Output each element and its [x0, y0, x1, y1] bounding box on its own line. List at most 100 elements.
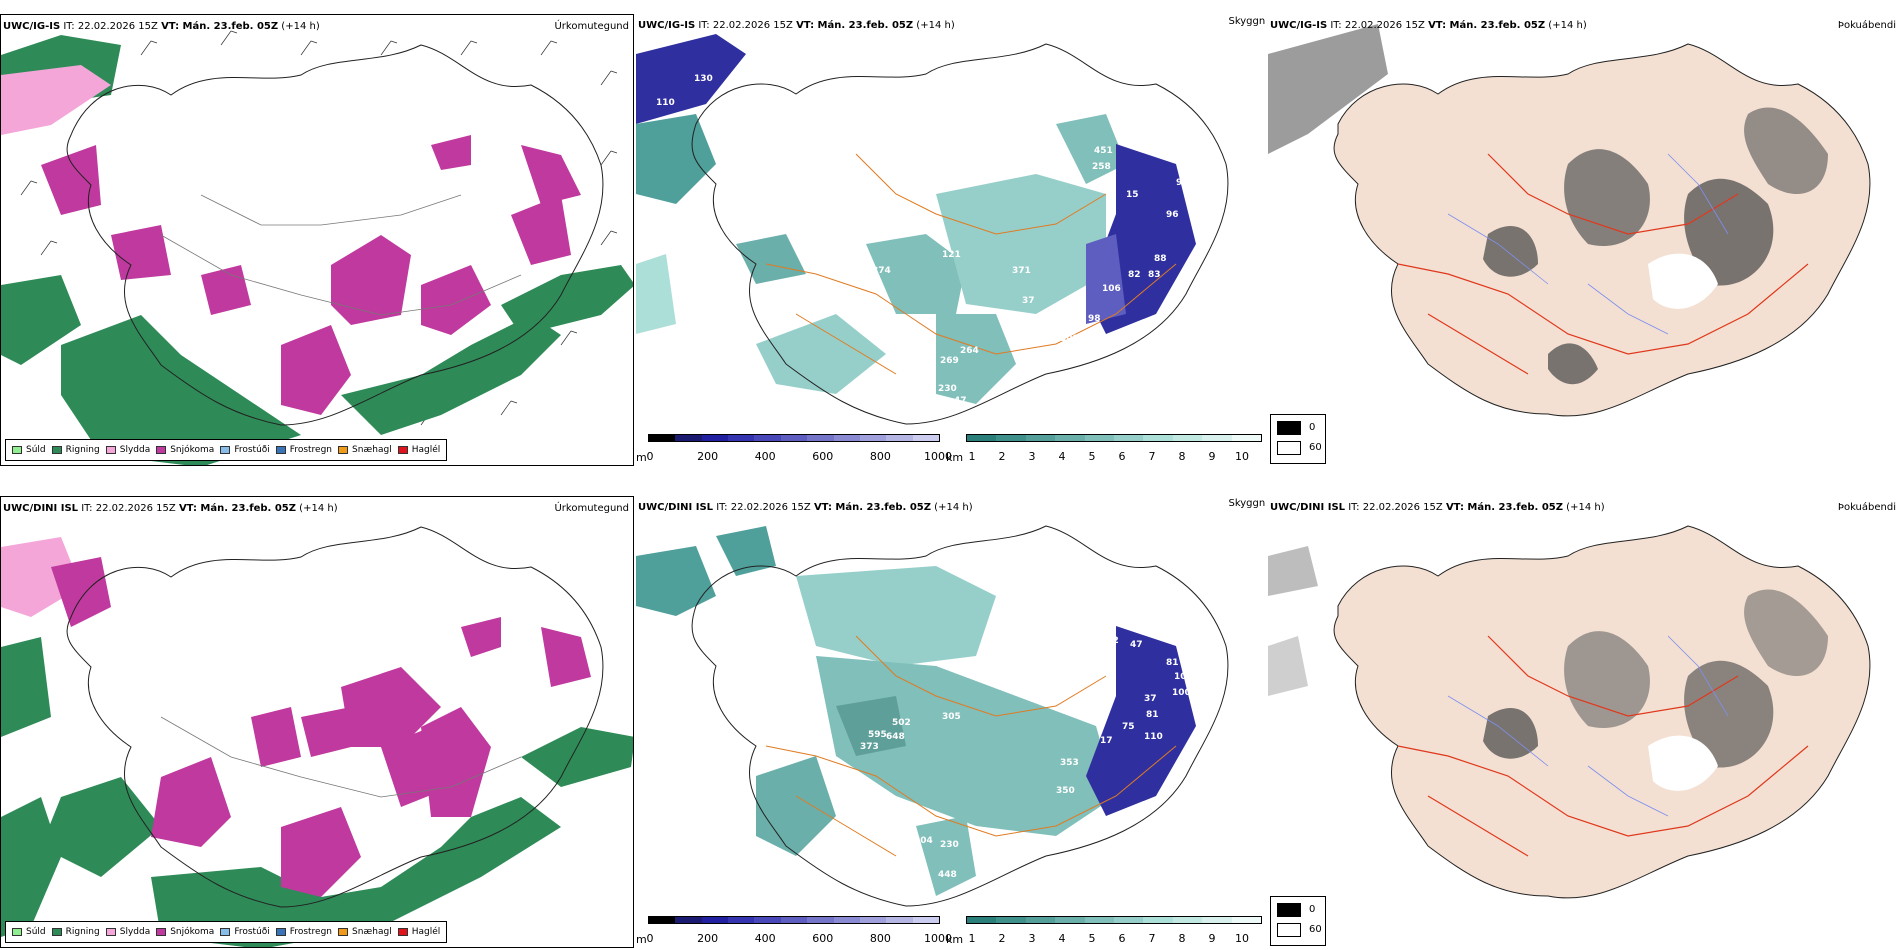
legend-item: Súld — [12, 927, 46, 937]
colorbar-segment — [1055, 917, 1085, 923]
iceland-fog-map-row1 — [1268, 24, 1871, 417]
fog-legend-swatch — [1277, 923, 1301, 937]
iceland-coastline — [691, 43, 1229, 425]
legend-label: Slydda — [119, 927, 151, 937]
iceland-coastline — [66, 44, 604, 426]
vis-label: 130 — [694, 74, 713, 84]
roads — [1397, 153, 1809, 375]
vis-label: 47 — [1130, 640, 1143, 650]
colorbar-tick-label: 600 — [812, 450, 834, 463]
legend-item: Frostregn — [275, 927, 333, 937]
legend-swatch — [397, 446, 408, 454]
visibility-labels: 130 110 451 258 15 90 96 374 121 371 88 … — [636, 14, 1266, 426]
colorbar-tick-label: 800 — [869, 450, 891, 463]
panel-title: UWC/DINI ISL IT: 22.02.2026 15Z VT: Mán.… — [638, 502, 973, 513]
run-time: IT: 22.02.2026 15Z — [81, 503, 176, 514]
vis-label: 17 — [1188, 638, 1201, 648]
colorbar-tick-label: 8 — [1178, 932, 1186, 945]
colorbar-tick-label: 7 — [1148, 932, 1156, 945]
colorbar-segment — [1172, 435, 1203, 441]
colorbar-segment — [1143, 435, 1173, 441]
colorbar-tick-label: 1 — [968, 932, 976, 945]
colorbar-segment — [1114, 435, 1144, 441]
visibility-colorbar: km 1 2 3 4 5 6 7 8 9 10 — [946, 914, 1264, 948]
valid-time: VT: Mán. 23.feb. 05Z — [813, 502, 931, 513]
iceland-precip-map-row2 — [1, 526, 633, 947]
vis-label: 88 — [1154, 254, 1167, 264]
legend-label: Snæhagl — [352, 445, 392, 455]
vis-label: 17 — [1100, 736, 1113, 746]
colorbar-segment — [675, 917, 702, 923]
run-time: IT: 22.02.2026 15Z — [63, 21, 158, 32]
field-name: Skyggni — [1228, 16, 1266, 27]
legend-label: Haglél — [411, 927, 441, 937]
visibility-labels: 16 372 202 47 17 81 104 100 37 81 75 110… — [636, 496, 1266, 908]
iceland-visibility-map-row2 — [636, 525, 1229, 907]
legend-label: Snjókoma — [170, 927, 215, 937]
roads — [765, 635, 1177, 857]
legend-swatch — [338, 446, 349, 454]
colorbar-segment — [1114, 917, 1144, 923]
height-unit: m — [636, 933, 647, 946]
colorbar-tick-label: 0 — [646, 450, 654, 463]
field-name: Úrkomutegund — [554, 503, 629, 514]
visibility-colorbar-strip — [966, 916, 1262, 924]
lead-time: (+14 h) — [1548, 20, 1587, 31]
legend-item: Haglél — [397, 927, 441, 937]
visibility-ticks: 1 2 3 4 5 6 7 8 9 10 — [969, 450, 1250, 464]
run-time: IT: 22.02.2026 15Z — [716, 502, 811, 513]
colorbar-segment — [912, 435, 939, 441]
colorbar-segment — [1202, 917, 1232, 923]
field-name: Skyggni — [1228, 498, 1266, 509]
colorbar-tick-label: 9 — [1208, 450, 1216, 463]
vis-label: 353 — [1060, 758, 1079, 768]
colorbar-segment — [1143, 917, 1173, 923]
legend-swatch — [275, 446, 286, 454]
colorbar-segment — [859, 917, 887, 923]
vis-label: 202 — [1100, 636, 1119, 646]
legend-swatch — [12, 446, 22, 454]
vis-label: 81 — [1166, 658, 1179, 668]
vis-label: 308 — [1060, 334, 1079, 344]
model-name: UWC/DINI ISL — [3, 503, 79, 514]
model-name: UWC/DINI ISL — [638, 502, 714, 513]
visibility-unit: km — [946, 933, 964, 946]
legend-item: Snæhagl — [338, 927, 392, 937]
legend-label: Frostregn — [289, 927, 333, 937]
fog-legend-label: 60 — [1309, 442, 1322, 453]
colorbar-tick-label: 4 — [1058, 932, 1066, 945]
legend-item: Slydda — [105, 927, 151, 937]
colorbar-segment — [728, 917, 755, 923]
valid-time: VT: Mán. 23.feb. 05Z — [1445, 502, 1563, 513]
vis-label: 121 — [942, 250, 961, 260]
colorbar-tick-label: 1000 — [924, 932, 952, 945]
legend-swatch — [338, 928, 349, 936]
iceland-precip-map-row1 — [1, 30, 633, 465]
fog-legend-swatch — [1277, 903, 1301, 917]
colorbar-tick-label: 200 — [697, 450, 719, 463]
vis-label: 648 — [886, 732, 905, 742]
legend-item: Rigning — [51, 927, 100, 937]
colorbar-segment — [996, 917, 1026, 923]
colorbar-tick-label: 10 — [1235, 450, 1249, 463]
precip-type-panel-row1: UWC/IG-IS IT: 22.02.2026 15Z VT: Mán. 23… — [0, 14, 634, 466]
legend-swatch — [275, 928, 286, 936]
roads — [1397, 635, 1809, 857]
colorbar-segment — [728, 435, 755, 441]
colorbar-segment — [754, 435, 781, 441]
iceland-coastline — [691, 525, 1229, 907]
vis-label: 44 — [912, 352, 925, 362]
colorbar-tick-label: 10 — [1235, 932, 1249, 945]
fog-legend: 0 60 — [1270, 896, 1326, 946]
vis-label: 81 — [1146, 710, 1159, 720]
legend-swatch — [51, 928, 62, 936]
colorbar-segment — [886, 917, 913, 923]
legend-swatch — [51, 446, 62, 454]
rivers — [1447, 635, 1729, 817]
legend-label: Frostúði — [234, 445, 270, 455]
run-time: IT: 22.02.2026 15Z — [1348, 502, 1443, 513]
legend-swatch — [105, 928, 116, 936]
panel-title: UWC/IG-IS IT: 22.02.2026 15Z VT: Mán. 23… — [1270, 20, 1587, 31]
vis-label: 502 — [892, 718, 911, 728]
vis-label: 448 — [938, 870, 957, 880]
